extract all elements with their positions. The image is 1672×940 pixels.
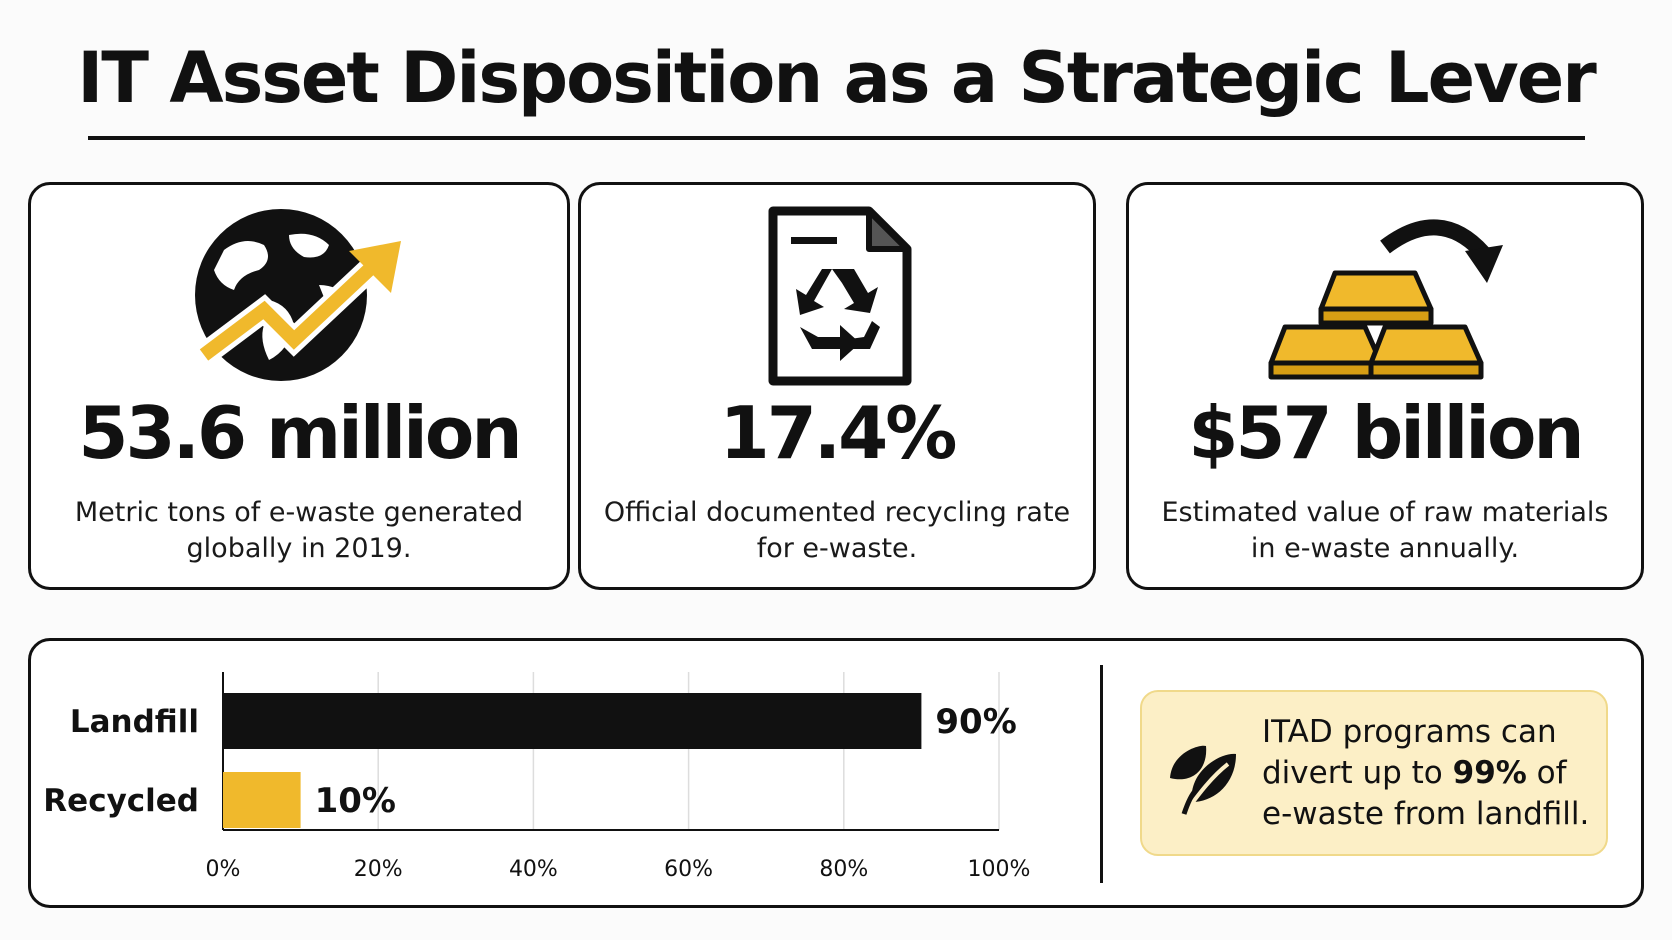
stat-value: 53.6 million [78, 391, 522, 475]
bar-recycled [223, 772, 301, 828]
stat-card-raw-material-value: $57 billion Estimated value of raw mater… [1126, 182, 1644, 590]
title-underline [88, 136, 1585, 140]
stat-description: Official documented recycling rate for e… [603, 497, 1071, 564]
bar-value-label: 10% [315, 781, 396, 821]
stat-description: Estimated value of raw materials in e-wa… [1161, 497, 1609, 564]
category-label: Recycled [43, 783, 199, 819]
x-tick-label: 40% [509, 857, 558, 882]
stat-value: $57 billion [1188, 391, 1584, 475]
x-tick-label: 20% [354, 857, 403, 882]
x-tick-label: 60% [664, 857, 713, 882]
stat-card-recycling-rate: 17.4% Official documented recycling rate… [578, 182, 1096, 590]
recycle-document-icon [581, 205, 1093, 395]
x-tick-label: 0% [206, 857, 241, 882]
gold-bars-icon [1129, 205, 1641, 395]
disposal-bar-chart: 0% 20% 40% 60% 80% 100% Landfill 90% Recycled 10% [43, 672, 1031, 882]
stat-description: Metric tons of e-waste generated globall… [74, 497, 524, 564]
x-tick-label: 80% [819, 857, 868, 882]
category-label: Landfill [70, 704, 199, 740]
bar-value-label: 90% [935, 702, 1016, 742]
callout-text-after: of e-waste from landfill. [1262, 755, 1590, 832]
stat-value: 17.4% [719, 391, 958, 475]
page-title: IT Asset Disposition as a Strategic Leve… [77, 37, 1596, 119]
stat-card-ewaste-generated: 53.6 million Metric tons of e-waste gene… [28, 182, 570, 590]
callout-highlight: 99% [1452, 755, 1527, 791]
bar-landfill [223, 693, 922, 749]
callout-text-before: ITAD programs can divert up to [1262, 714, 1557, 791]
globe-rising-arrow-icon [31, 205, 567, 395]
x-tick-label: 100% [968, 857, 1031, 882]
leaf-icon [1170, 745, 1236, 816]
itad-callout: ITAD programs can divert up to 99% of e-… [1140, 690, 1608, 856]
panel-divider [1100, 665, 1103, 883]
callout-text: ITAD programs can divert up to 99% of e-… [1262, 712, 1602, 835]
